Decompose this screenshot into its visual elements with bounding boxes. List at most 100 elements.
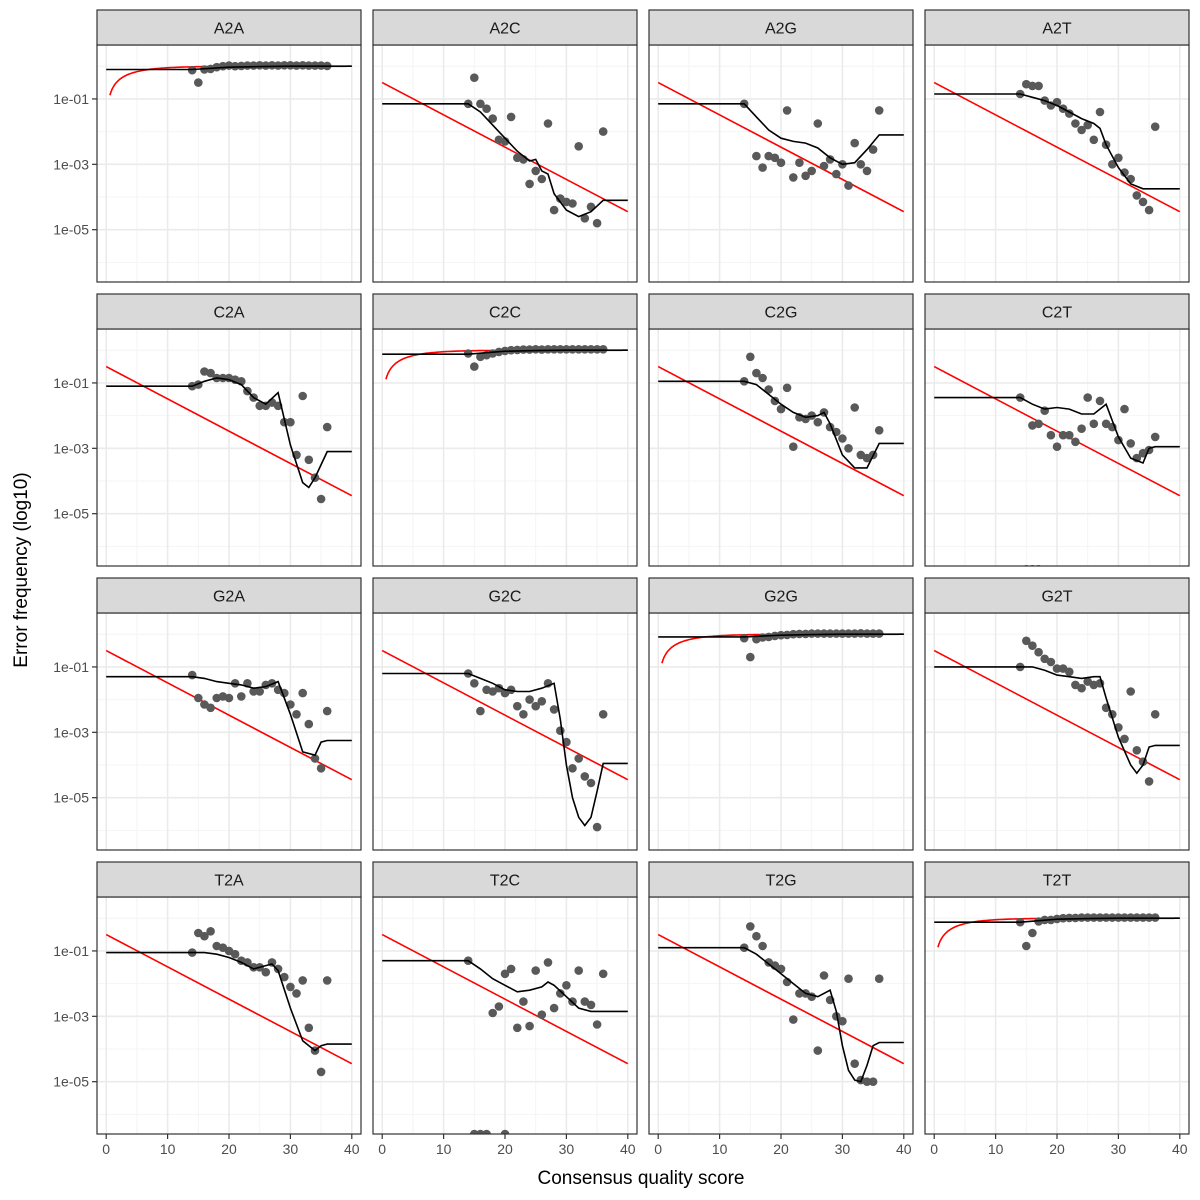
panel-content: [106, 61, 352, 96]
nominal-error-line: [105, 365, 353, 497]
observed-point: [1077, 424, 1086, 434]
observed-point: [194, 78, 203, 87]
panel-c2c: C2C: [372, 293, 638, 567]
panel-a2g: A2G: [648, 9, 914, 292]
observed-point: [850, 403, 859, 412]
observed-point: [580, 345, 590, 354]
observed-point: [304, 719, 314, 729]
observed-point: [1065, 913, 1074, 923]
panel-t2c: T2C 0 10 20 30 40: [372, 861, 638, 1157]
panel-a2c: A2C: [372, 9, 638, 283]
strip-label: G2G: [764, 589, 798, 606]
x-tick-label: 40: [344, 1141, 360, 1157]
observed-point: [862, 166, 872, 176]
observed-point: [531, 966, 540, 975]
strip-label: C2C: [489, 305, 521, 322]
observed-point: [1065, 667, 1074, 677]
y-tick-label: 1e-05: [53, 1074, 89, 1090]
x-tick-label: 40: [1172, 1141, 1188, 1157]
observed-point: [586, 345, 596, 354]
observed-point: [298, 61, 308, 70]
observed-point: [482, 1129, 491, 1134]
panel-g2g: G2G: [648, 577, 914, 851]
observed-point: [500, 969, 510, 979]
observed-point: [795, 989, 804, 998]
observed-point: [776, 404, 786, 414]
observed-point: [549, 205, 559, 215]
x-tick-label: 0: [930, 1141, 938, 1157]
observed-point: [206, 927, 215, 936]
x-tick-label: 20: [221, 1141, 237, 1157]
observed-point: [187, 670, 197, 680]
observed-point: [758, 941, 767, 951]
observed-point: [568, 199, 577, 208]
observed-point: [230, 949, 240, 959]
strip-label: A2G: [765, 21, 797, 38]
strip-background: [372, 293, 638, 330]
observed-point: [519, 710, 528, 719]
observed-point: [525, 345, 534, 354]
observed-point: [813, 629, 823, 638]
fitted-error-line: [658, 380, 904, 469]
strip-label: T2T: [1043, 873, 1072, 890]
panel-content: [934, 913, 1180, 951]
observed-point: [1077, 683, 1086, 693]
fitted-error-line: [934, 666, 1180, 775]
observed-point: [789, 283, 798, 292]
observed-point: [844, 974, 853, 983]
observed-point: [819, 971, 829, 980]
observed-point: [1095, 396, 1105, 406]
observed-point: [574, 966, 583, 975]
observed-point: [1089, 913, 1099, 922]
observed-point: [237, 692, 246, 701]
nominal-error-line: [657, 933, 905, 1065]
observed-point: [549, 345, 559, 354]
observed-point: [1089, 419, 1099, 429]
strip-background: [648, 9, 914, 46]
observed-point: [825, 155, 835, 164]
observed-point: [470, 362, 479, 371]
observed-point: [1058, 913, 1068, 923]
strip-label: T2G: [765, 873, 796, 890]
observed-point: [1126, 687, 1135, 696]
strip-label: A2T: [1042, 21, 1072, 38]
observed-point: [813, 119, 823, 128]
observed-point: [206, 368, 215, 378]
observed-point: [224, 693, 234, 703]
panel-content: [382, 345, 628, 380]
y-tick-label: 1e-03: [53, 724, 89, 740]
observed-point: [494, 1002, 504, 1011]
x-tick-label: 40: [620, 1141, 636, 1157]
observed-point: [1120, 734, 1129, 744]
observed-point: [586, 1000, 596, 1010]
observed-point: [267, 61, 277, 70]
panel-content: [381, 73, 629, 228]
nominal-error-line: [381, 933, 629, 1065]
panel-content: [657, 922, 905, 1086]
observed-point: [543, 345, 553, 354]
panel-c2a: C2A 1e-01 1e-03 1e-05: [53, 293, 362, 567]
observed-point: [789, 173, 798, 182]
observed-point: [789, 1015, 798, 1024]
observed-point: [580, 214, 590, 223]
strip-background: [96, 861, 362, 898]
observed-point: [598, 127, 608, 136]
observed-point: [586, 778, 596, 788]
observed-point: [1089, 135, 1099, 145]
observed-point: [280, 61, 289, 70]
panel-t2a: T2A 1e-01 1e-03 1e-05 0 10 20 30 40: [53, 861, 362, 1157]
fitted-error-line: [106, 65, 352, 71]
observed-point: [764, 283, 773, 292]
observed-point: [286, 417, 295, 427]
observed-point: [519, 997, 528, 1006]
observed-point: [537, 174, 547, 184]
observed-point: [592, 1020, 602, 1029]
observed-point: [1150, 710, 1160, 719]
observed-point: [739, 633, 749, 643]
observed-point: [549, 1003, 559, 1013]
observed-point: [746, 922, 755, 931]
observed-point: [868, 145, 878, 154]
observed-point: [261, 61, 271, 70]
y-axis-title: Error frequency (log10): [11, 472, 32, 667]
x-tick-label: 0: [102, 1141, 110, 1157]
